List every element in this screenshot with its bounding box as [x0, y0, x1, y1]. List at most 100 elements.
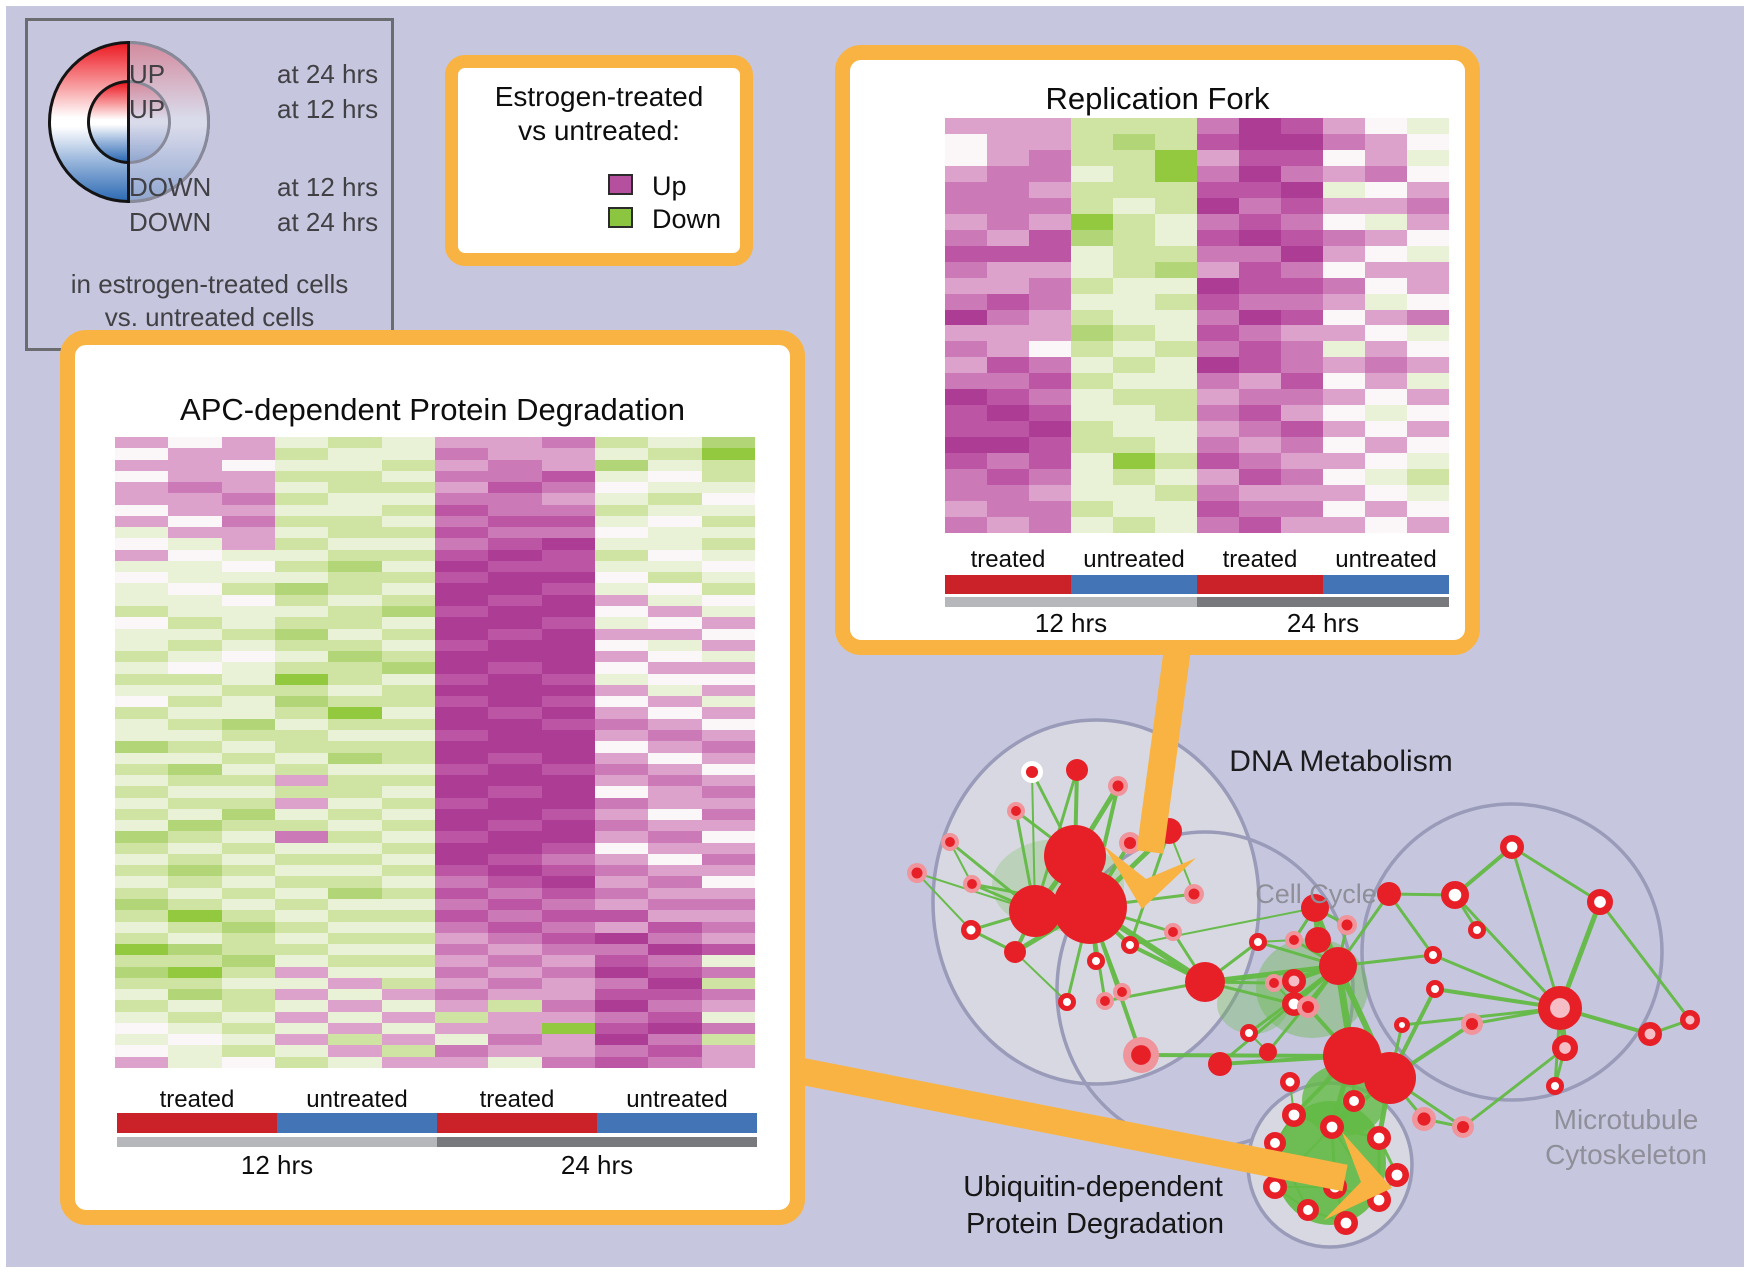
gene-node-solid	[1319, 947, 1357, 985]
heatmap-cell	[594, 538, 649, 550]
heatmap-cell	[168, 515, 222, 528]
heatmap-cell	[1407, 389, 1449, 406]
heatmap-cell	[328, 966, 382, 978]
heatmap-cell	[1281, 309, 1323, 326]
heatmap-cell	[1155, 293, 1197, 310]
rf-group-label-3: treated	[1222, 546, 1298, 573]
heatmap-cell	[381, 752, 435, 764]
heatmap-cell	[381, 865, 435, 877]
heatmap-cell	[1365, 341, 1407, 358]
heatmap-cell	[701, 966, 755, 978]
heatmap-cell	[594, 977, 649, 990]
heatmap-cell	[168, 966, 222, 978]
heatmap-cell	[328, 921, 382, 933]
heatmap-cell	[594, 955, 649, 967]
heatmap-cell	[987, 118, 1029, 134]
heatmap-cell	[274, 482, 329, 494]
heatmap-cell	[488, 639, 542, 652]
network-edge	[1510, 845, 1602, 904]
heatmap-cell	[434, 549, 489, 561]
heatmap-cell	[1365, 133, 1407, 150]
heatmap-cell	[701, 1011, 755, 1023]
heatmap-cell	[328, 842, 382, 854]
heatmap-cell	[541, 504, 595, 516]
heatmap-cell	[648, 977, 702, 990]
heatmap-cell	[1113, 453, 1155, 470]
heatmap-cell	[488, 944, 542, 956]
heatmap-cell	[1239, 277, 1281, 294]
heatmap-cell	[221, 684, 275, 697]
heatmap-cell	[328, 448, 382, 460]
heatmap-cell	[648, 572, 702, 584]
heatmap-cell	[328, 572, 382, 584]
heatmap-cell	[221, 617, 275, 629]
heatmap-cell	[1113, 485, 1155, 502]
heatmap-cell	[168, 470, 222, 483]
heatmap-cell	[488, 786, 542, 798]
heatmap-cell	[701, 459, 755, 471]
heatmap-cell	[328, 989, 382, 1001]
rf-treated-bar-2	[1197, 575, 1323, 594]
heatmap-cell	[488, 538, 542, 550]
heatmap-cell	[488, 459, 542, 471]
heatmap-cell	[987, 517, 1029, 533]
heatmap-cell	[648, 1034, 702, 1046]
heatmap-cell	[1029, 357, 1071, 374]
gene-node-solid	[1259, 1043, 1277, 1061]
gene-node-core	[1341, 919, 1353, 931]
heatmap-cell	[221, 741, 275, 753]
heatmap-cell	[1113, 293, 1155, 310]
heatmap-cell	[541, 1056, 595, 1068]
heatmap-cell	[1407, 341, 1449, 358]
heatmap-cell	[701, 696, 755, 708]
heatmap-cell	[168, 729, 222, 742]
heatmap-cell	[115, 876, 169, 888]
heatmap-cell	[221, 1011, 275, 1023]
ring-diagram	[28, 21, 391, 348]
heatmap-cell	[541, 594, 595, 607]
heatmap-cell	[945, 389, 987, 406]
heatmap-cell	[488, 651, 542, 663]
heatmap-cell	[701, 617, 755, 629]
heatmap-cell	[115, 560, 169, 573]
heatmap-cell	[1071, 261, 1113, 278]
heatmap-cell	[594, 865, 649, 877]
heatmap-cell	[274, 651, 329, 663]
heatmap-cell	[1113, 517, 1155, 533]
heatmap-cell	[168, 673, 222, 685]
ring-row-time: at 12 hrs	[277, 94, 379, 124]
heatmap-cell	[1197, 197, 1239, 214]
heatmap-cell	[945, 341, 987, 358]
heatmap-cell	[1071, 405, 1113, 422]
heatmap-cell	[594, 910, 649, 922]
heatmap-cell	[1071, 357, 1113, 374]
heatmap-cell	[488, 1000, 542, 1012]
estrogen-color-legend: Estrogen-treated vs untreated: Up Down	[445, 55, 753, 266]
gene-node-solid	[1305, 927, 1331, 953]
heatmap-cell	[274, 1034, 329, 1046]
heatmap-cell	[488, 549, 542, 561]
heatmap-cell	[594, 583, 649, 595]
heatmap-cell	[274, 1045, 329, 1057]
heatmap-cell	[221, 482, 275, 494]
heatmap-cell	[381, 594, 435, 607]
heatmap-cell	[1155, 213, 1197, 230]
heatmap-cell	[594, 493, 649, 505]
heatmap-cell	[274, 639, 329, 652]
heatmap-cell	[168, 1045, 222, 1057]
heatmap-cell	[987, 197, 1029, 214]
heatmap-cell	[594, 729, 649, 742]
heatmap-cell	[168, 684, 222, 697]
heatmap-cell	[1239, 389, 1281, 406]
heatmap-cell	[328, 1045, 382, 1057]
heatmap-cell	[594, 966, 649, 978]
heatmap-cell	[168, 707, 222, 719]
heatmap-cell	[1113, 357, 1155, 374]
gene-node-core	[1417, 1112, 1431, 1126]
heatmap-cell	[488, 493, 542, 505]
heatmap-cell	[1281, 517, 1323, 533]
legend-title-line1: Estrogen-treated	[494, 81, 704, 112]
heatmap-cell	[221, 966, 275, 978]
heatmap-cell	[945, 149, 987, 166]
heatmap-cell	[1365, 469, 1407, 486]
